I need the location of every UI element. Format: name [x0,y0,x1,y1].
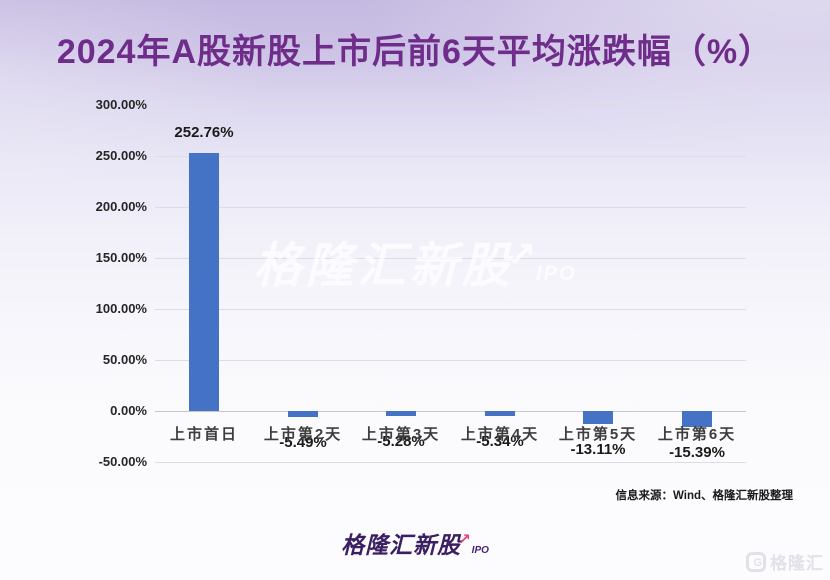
x-category-label: 上市第3天 [361,426,441,443]
bar-value-label: -5.49% [279,433,327,451]
plot-area: 252.76% -5.49% -5.28% -5.34% -13.11% -15… [155,105,746,463]
corner-logo: G 格隆汇 [746,549,824,574]
gridline [155,156,746,157]
y-tick-label: 150.00% [95,250,147,265]
gridline [155,258,746,259]
gridline [155,207,746,208]
footer-logo-arrow-icon: ↗ [458,531,471,548]
gridline [155,105,746,106]
y-tick-label: 250.00% [95,148,147,163]
x-category-label: 上市首日 [169,426,238,443]
source-note: 信息来源：Wind、格隆汇新股整理 [615,490,794,502]
gridline [155,462,746,463]
bar-value-label: -13.11% [570,441,626,459]
footer-logo-ipo-label: IPO [471,545,489,556]
corner-logo-text: 格隆汇 [770,554,824,573]
y-tick-label: -50.00% [98,454,147,469]
glh-logo-icon: G [746,551,766,572]
y-tick-label: 50.00% [102,352,147,367]
gridline [155,360,746,361]
zero-axis-line [155,411,746,412]
bar [189,153,219,411]
x-category-label: 上市第2天 [263,426,343,443]
x-category-label: 上市第4天 [460,426,540,443]
y-tick-label: 0.00% [110,403,147,418]
bar [682,411,712,427]
bar-value-label: -5.34% [476,433,524,451]
bar [288,411,318,417]
x-category-label: 上市第6天 [657,426,737,443]
bar-value-label: -5.28% [377,433,425,451]
x-category-label: 上市第5天 [558,426,638,443]
bar [485,411,515,417]
gridline [155,309,746,310]
y-tick-label: 200.00% [95,199,147,214]
chart-title: 2024年A股新股上市后前6天平均涨跌幅（%） [56,33,774,71]
footer-logo: 格隆汇新股↗IPO [0,526,830,560]
bar-value-label: 252.76% [174,124,234,142]
bar [386,411,416,417]
bar [583,411,613,425]
footer-logo-text: 格隆汇新股 [341,532,462,558]
bar-value-label: -15.39% [669,443,725,461]
y-tick-label: 100.00% [95,301,147,316]
y-tick-label: 300.00% [95,97,147,112]
